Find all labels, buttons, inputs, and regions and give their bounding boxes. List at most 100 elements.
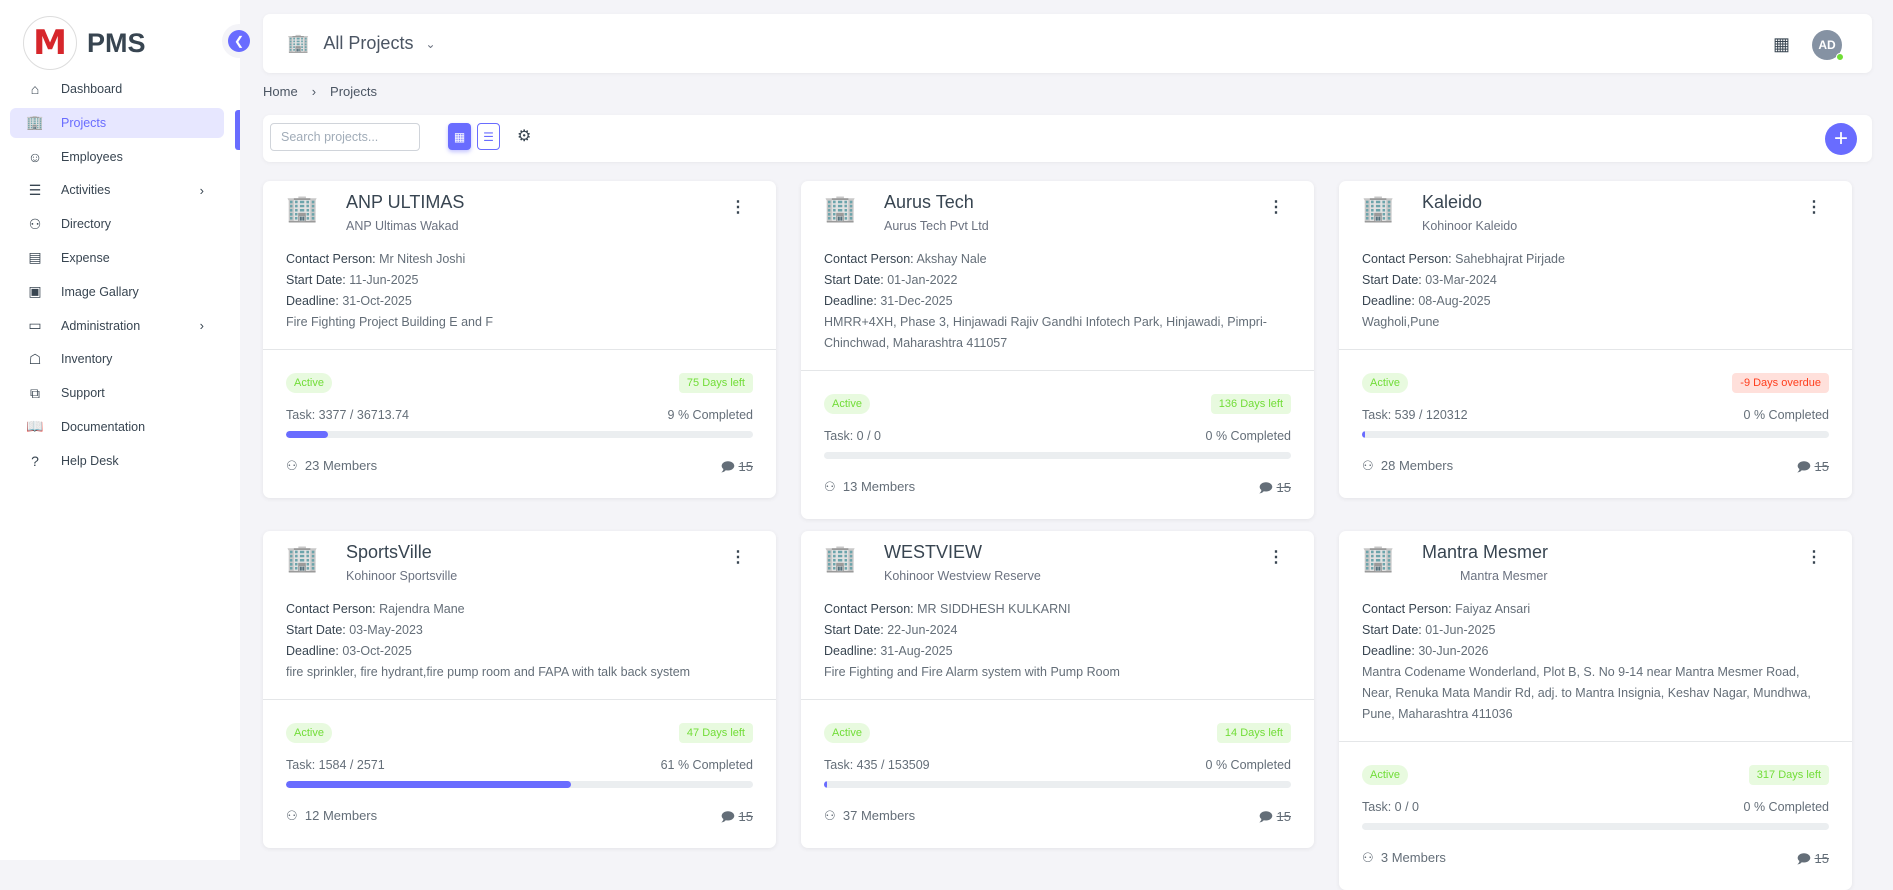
project-card[interactable]: 🏢 WESTVIEW Kohinoor Westview Reserve ⋮ C…	[801, 531, 1314, 848]
sidebar-item-documentation[interactable]: 📖 Documentation	[10, 412, 224, 442]
apps-grid-icon[interactable]: ▦	[1772, 34, 1790, 54]
members[interactable]: ⚇ 3 Members	[1362, 850, 1446, 872]
project-name[interactable]: ANP ULTIMAS	[346, 192, 465, 212]
avatar[interactable]: AD	[1812, 30, 1844, 61]
more-options-icon[interactable]: ⋮	[730, 549, 746, 566]
project-card[interactable]: 🏢 ANP ULTIMAS ANP Ultimas Wakad ⋮ Contac…	[263, 181, 776, 498]
question-icon: ?	[31, 452, 39, 469]
contact-value: Faiyaz Ansari	[1455, 602, 1531, 616]
project-name[interactable]: Mantra Mesmer	[1422, 542, 1549, 562]
contact-value: Akshay Nale	[916, 252, 987, 266]
brand-logo[interactable]: M PMS	[23, 16, 146, 70]
start-date: Start Date: 01-Jan-2022	[824, 270, 1291, 291]
progress-bar	[1362, 823, 1829, 830]
sidebar-item-employees[interactable]: ☺ Employees	[10, 142, 224, 172]
comments[interactable]: 🗩 15	[720, 458, 753, 480]
users-icon: ⚇	[1362, 458, 1374, 473]
members[interactable]: ⚇ 23 Members	[286, 458, 377, 480]
sidebar-item-help-desk[interactable]: ? Help Desk	[10, 446, 224, 476]
deadline: Deadline: 31-Aug-2025	[824, 641, 1291, 662]
sidebar-item-inventory[interactable]: ☖ Inventory	[10, 344, 224, 374]
contact-person: Contact Person: Sahebhajrat Pirjade	[1362, 249, 1829, 270]
project-name[interactable]: Kaleido	[1422, 192, 1483, 212]
comments-icon: 🗩	[720, 459, 735, 474]
sidebar-item-administration[interactable]: ▭ Administration ›	[10, 311, 224, 341]
members[interactable]: ⚇ 28 Members	[1362, 458, 1453, 480]
more-options-icon[interactable]: ⋮	[1806, 199, 1822, 216]
completion-percent: 9 % Completed	[667, 408, 753, 422]
sidebar-item-label: Image Gallary	[61, 284, 139, 299]
comments[interactable]: 🗩 15	[720, 808, 753, 830]
sidebar: M PMS ⌂ Dashboard 🏢 Projects ☺ Employees ☰ Acti…	[0, 0, 240, 860]
project-company: Kohinoor Westview Reserve	[884, 569, 1041, 583]
deadline-label: Deadline:	[1362, 294, 1415, 308]
sidebar-item-expense[interactable]: ▤ Expense	[10, 243, 224, 273]
comments-icon: 🗩	[720, 809, 735, 824]
comments[interactable]: 🗩 15	[1258, 808, 1291, 830]
home-icon: ⌂	[30, 81, 40, 97]
sidebar-item-directory[interactable]: ⚇ Directory	[10, 209, 224, 239]
start-value: 03-May-2023	[349, 623, 423, 637]
contact-person: Contact Person: MR SIDDHESH KULKARNI	[824, 599, 1291, 620]
filter-sliders-icon[interactable]: ⚙	[517, 128, 532, 145]
project-company: Aurus Tech Pvt Ltd	[884, 219, 989, 233]
comments[interactable]: 🗩 15	[1796, 458, 1829, 480]
breadcrumb-home[interactable]: Home	[263, 84, 298, 99]
sidebar-item-projects[interactable]: 🏢 Projects	[10, 107, 224, 138]
completion-percent: 0 % Completed	[1743, 408, 1829, 422]
comments[interactable]: 🗩 15	[1796, 850, 1829, 872]
members[interactable]: ⚇ 13 Members	[824, 479, 915, 501]
breadcrumb: Home › Projects	[263, 84, 377, 99]
add-project-button[interactable]: +	[1825, 123, 1857, 155]
members-count: 37 Members	[842, 808, 916, 823]
comments-count: 15	[1814, 459, 1829, 474]
grid-view-button[interactable]: ▦	[448, 123, 471, 150]
project-card[interactable]: 🏢 SportsVille Kohinoor Sportsville ⋮ Con…	[263, 531, 776, 848]
project-selector[interactable]: All Projects	[323, 33, 414, 53]
chevron-down-icon[interactable]: ⌄	[425, 36, 436, 51]
search-input[interactable]	[270, 123, 420, 151]
more-options-icon[interactable]: ⋮	[730, 199, 746, 216]
copy-icon: ⧉	[30, 384, 40, 401]
sidebar-item-label: Employees	[61, 149, 123, 164]
online-status-dot	[1836, 53, 1844, 61]
project-card[interactable]: 🏢 Kaleido Kohinoor Kaleido ⋮ Contact Per…	[1339, 181, 1852, 498]
contact-label: Contact Person:	[1362, 252, 1452, 266]
start-label: Start Date:	[1362, 623, 1422, 637]
project-company: Kohinoor Sportsville	[346, 569, 458, 583]
sidebar-item-image-gallary[interactable]: ▣ Image Gallary	[10, 277, 224, 307]
contact-value: Sahebhajrat Pirjade	[1455, 252, 1565, 266]
project-name[interactable]: SportsVille	[346, 542, 432, 562]
users-icon: ⚇	[824, 479, 836, 494]
contact-label: Contact Person:	[824, 252, 914, 266]
status-badge: Active	[286, 373, 332, 393]
members-count: 3 Members	[1380, 850, 1446, 865]
more-options-icon[interactable]: ⋮	[1268, 549, 1284, 566]
days-badge: 136 Days left	[1210, 394, 1291, 414]
deadline-label: Deadline:	[824, 294, 877, 308]
more-options-icon[interactable]: ⋮	[1268, 199, 1284, 216]
deadline-value: 08-Aug-2025	[1418, 294, 1491, 308]
status-badge: Active	[824, 394, 870, 414]
members[interactable]: ⚇ 37 Members	[824, 808, 915, 830]
project-name[interactable]: WESTVIEW	[884, 542, 982, 562]
members[interactable]: ⚇ 12 Members	[286, 808, 377, 830]
project-card[interactable]: 🏢 Mantra Mesmer Mantra Mesmer ⋮ Contact …	[1339, 531, 1852, 890]
more-options-icon[interactable]: ⋮	[1806, 549, 1822, 566]
sidebar-item-activities[interactable]: ☰ Activities ›	[10, 175, 224, 205]
list-view-button[interactable]: ☰	[477, 123, 500, 150]
sidebar-item-dashboard[interactable]: ⌂ Dashboard	[10, 74, 224, 104]
project-card[interactable]: 🏢 Aurus Tech Aurus Tech Pvt Ltd ⋮ Contac…	[801, 181, 1314, 519]
members-count: 13 Members	[842, 479, 916, 494]
project-name[interactable]: Aurus Tech	[884, 192, 974, 212]
collapse-sidebar-button[interactable]: ❮	[228, 30, 250, 52]
chevron-right-icon: ›	[199, 182, 204, 198]
members-count: 28 Members	[1380, 458, 1454, 473]
users-icon: ⚇	[286, 458, 298, 473]
sidebar-item-support[interactable]: ⧉ Support	[10, 378, 224, 408]
contact-value: Rajendra Mane	[379, 602, 465, 616]
comments-count: 15	[1276, 480, 1291, 495]
building-icon: 🏢	[1362, 193, 1395, 223]
days-badge: 75 Days left	[678, 373, 753, 393]
comments[interactable]: 🗩 15	[1258, 479, 1291, 501]
